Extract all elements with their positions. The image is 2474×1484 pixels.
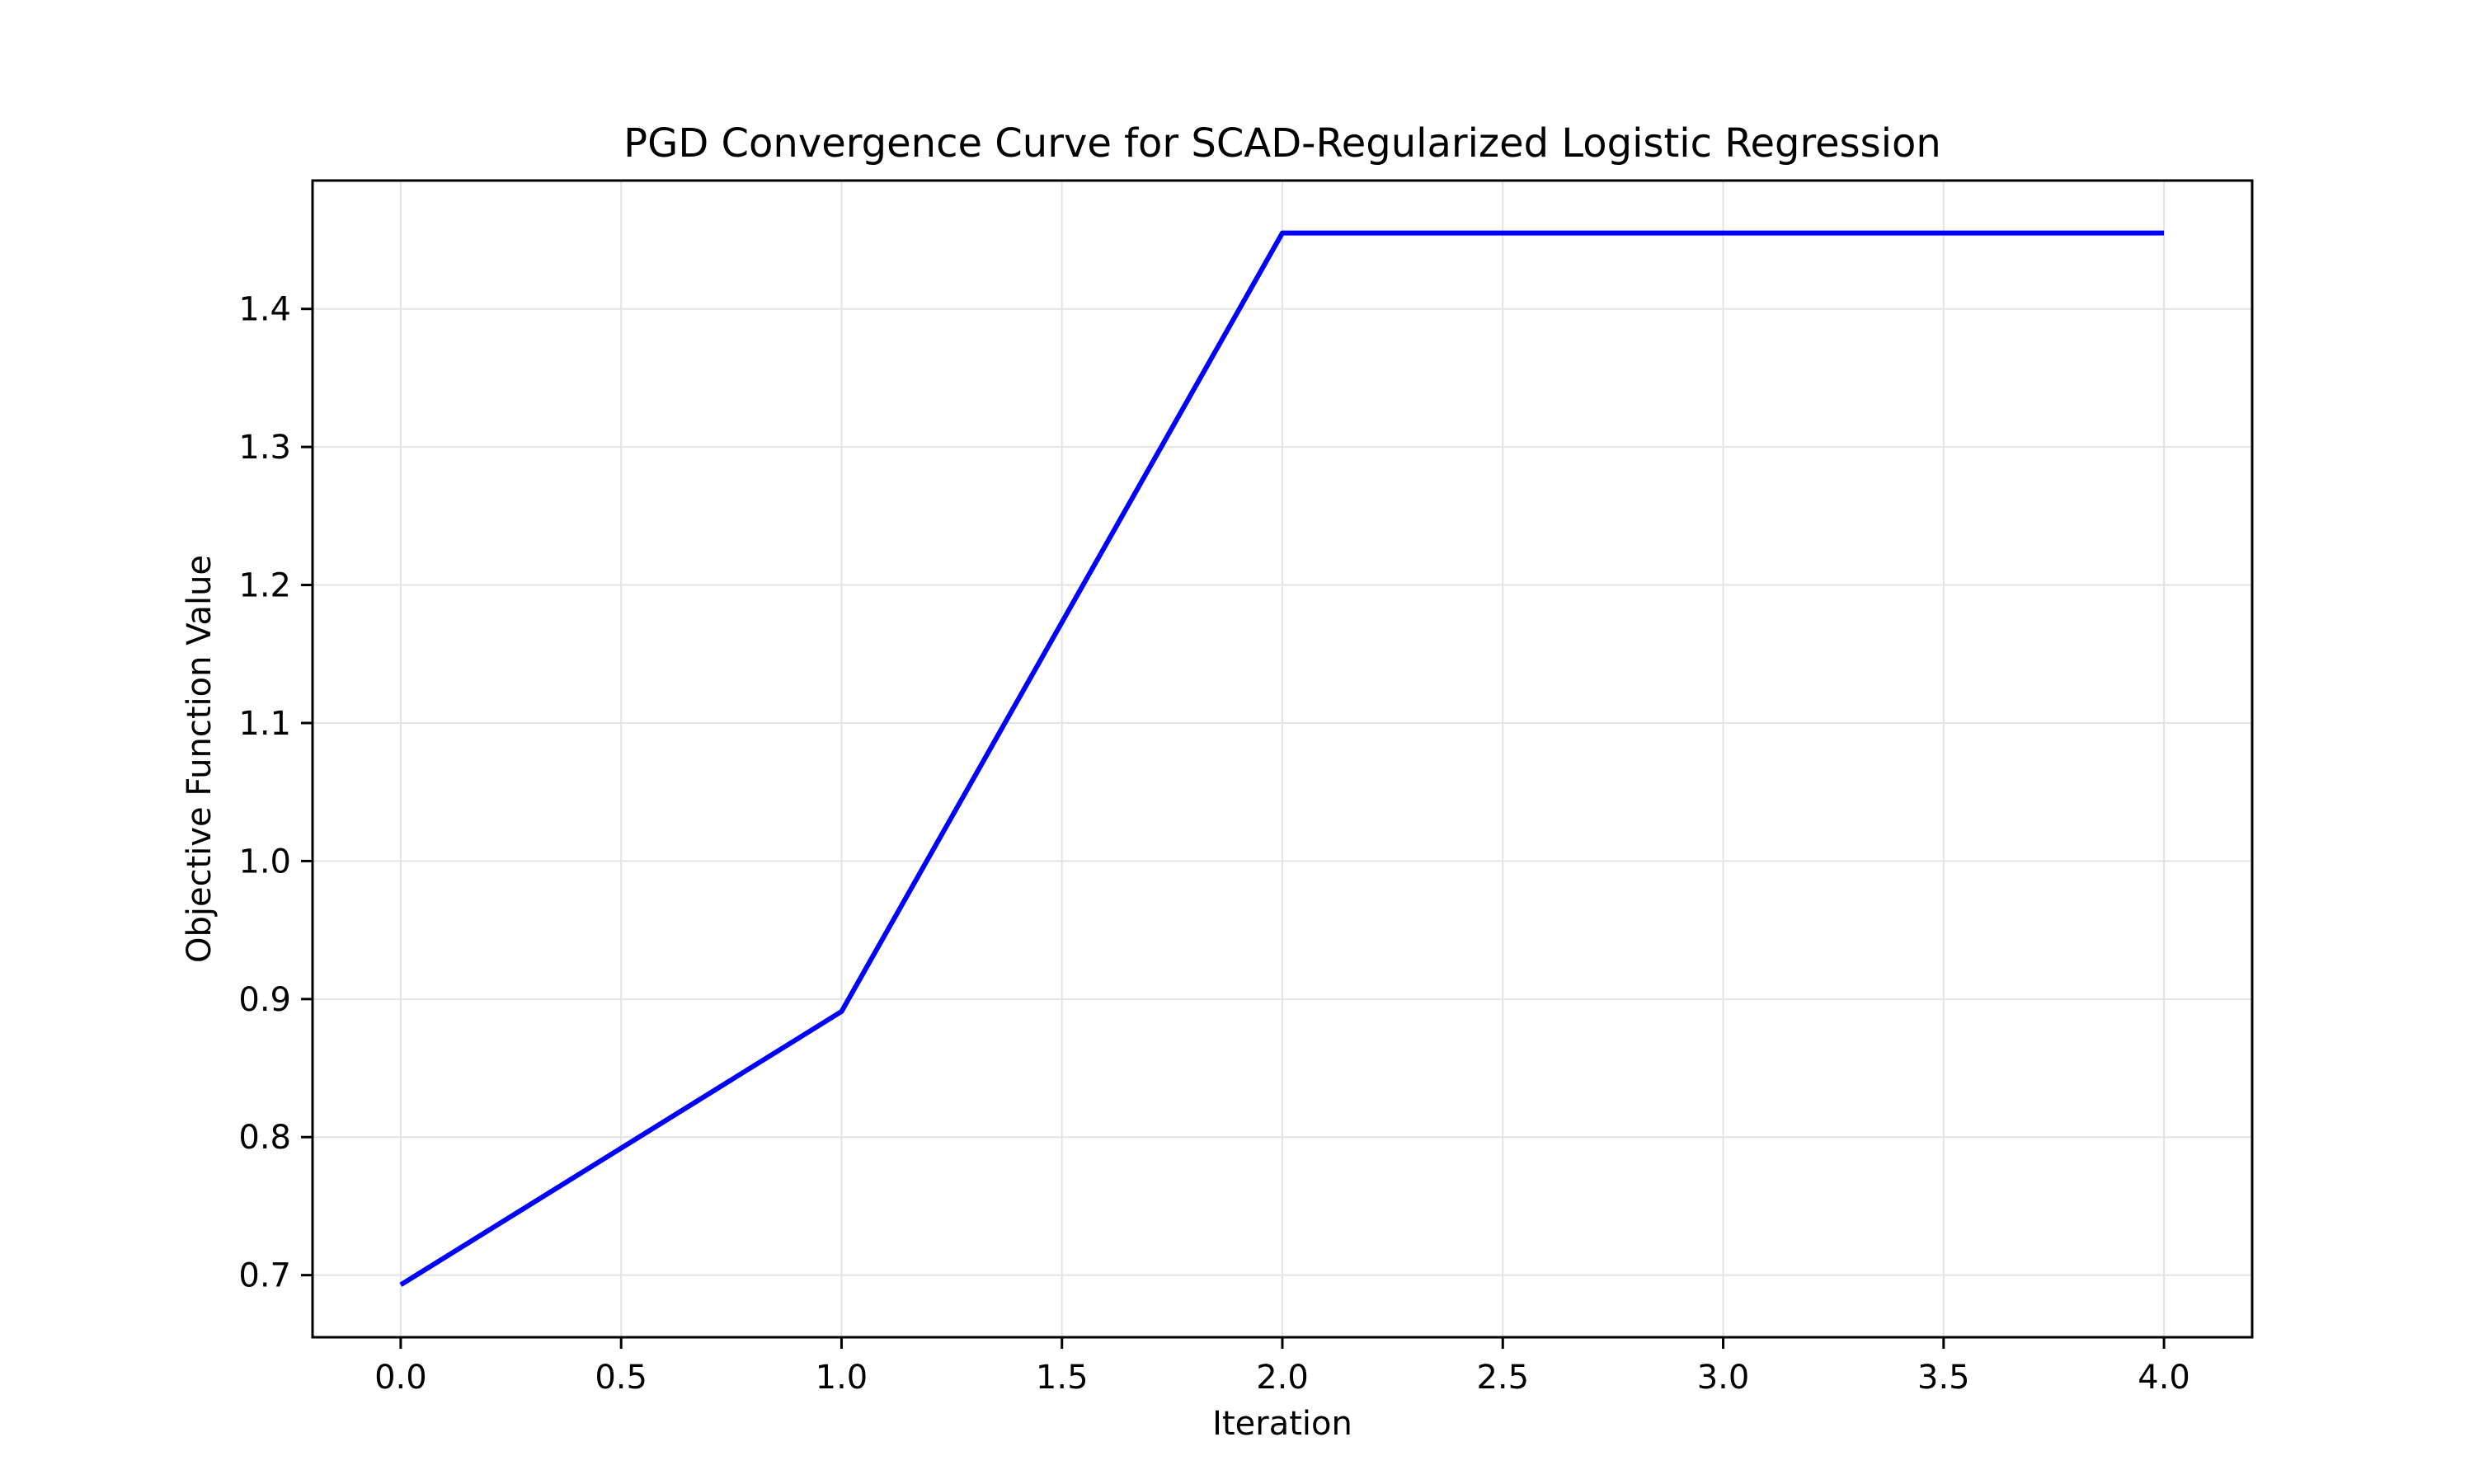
x-tick-label: 2.5: [1476, 1359, 1529, 1397]
x-tick-label: 2.0: [1256, 1359, 1309, 1397]
x-tick-label: 1.0: [816, 1359, 868, 1397]
y-tick-label: 1.4: [238, 291, 291, 329]
series-line: [399, 230, 2165, 1287]
x-tick-label: 4.0: [2138, 1359, 2190, 1397]
y-tick-label: 0.7: [238, 1257, 291, 1295]
chart-title: PGD Convergence Curve for SCAD-Regulariz…: [623, 120, 1941, 167]
y-tick-label: 1.3: [238, 429, 291, 467]
x-tick-label: 3.5: [1917, 1359, 1970, 1397]
x-tick-label: 0.5: [595, 1359, 647, 1397]
y-tick-label: 1.2: [238, 567, 291, 605]
x-tick-label: 1.5: [1036, 1359, 1089, 1397]
y-tick-label: 0.9: [238, 981, 291, 1019]
x-tick-label: 0.0: [374, 1359, 427, 1397]
y-tick-label: 1.1: [238, 705, 291, 743]
y-axis-label: Objective Function Value: [181, 555, 219, 963]
axis-ticks: 0.0 0.5 1.0 1.5 2.0 2.5 3.0 3.5 4.0 0.7 0.8 0.9 1.0 1…: [238, 291, 2190, 1397]
series-layer: [399, 230, 2165, 1287]
y-tick-label: 0.8: [238, 1119, 291, 1157]
y-tick-label: 1.0: [238, 843, 291, 881]
x-axis-label: Iteration: [1212, 1405, 1352, 1443]
x-tick-label: 3.0: [1697, 1359, 1750, 1397]
